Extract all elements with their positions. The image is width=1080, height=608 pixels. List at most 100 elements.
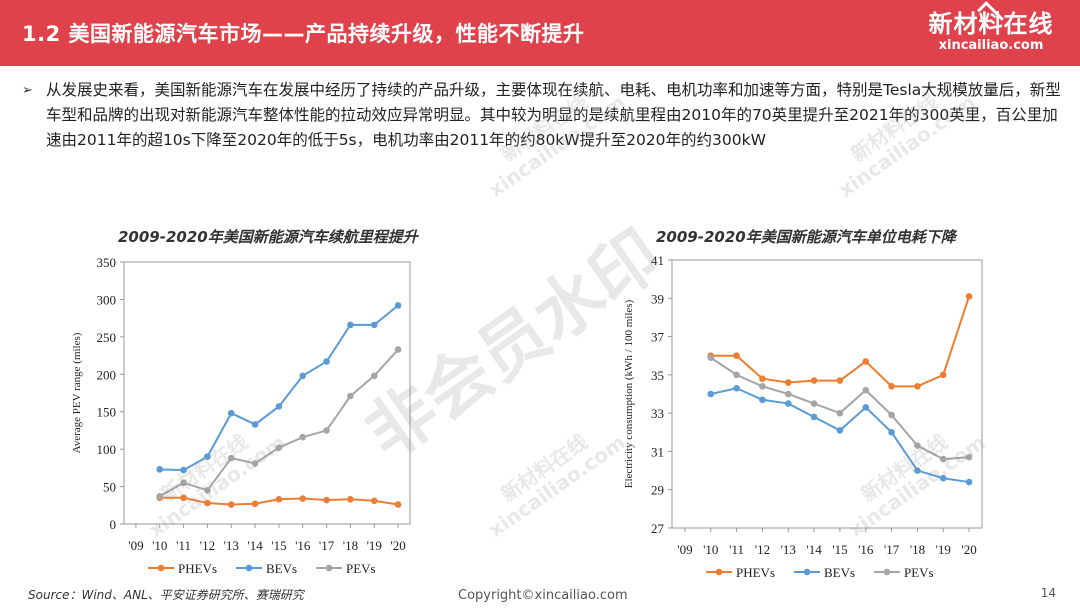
data-point-phevs (204, 499, 211, 507)
y-tick-label: 300 (97, 292, 117, 307)
legend-marker-phevs (715, 568, 723, 576)
watermark-small-4: 新材料在线 xincailiao.com (472, 413, 630, 543)
page-title: 1.2 美国新能源汽车市场——产品持续升级，性能不断提升 (22, 22, 585, 46)
copyright-text: Copyright©xincailiao.com (458, 588, 628, 603)
data-point-phevs (784, 379, 792, 386)
data-point-bevs (784, 400, 792, 407)
x-tick-label: '20 (961, 542, 976, 557)
data-point-bevs (394, 302, 402, 309)
data-point-bevs (862, 404, 870, 411)
series-line-pevs (710, 356, 970, 461)
data-point-pevs (347, 392, 354, 400)
data-point-pevs (180, 479, 187, 487)
series-line-pevs (159, 348, 399, 498)
data-point-phevs (299, 495, 307, 502)
data-point-phevs (888, 383, 895, 390)
legend-label-pevs: PEVs (904, 565, 934, 580)
data-point-bevs (299, 372, 307, 380)
bullet-paragraph: ➢ 从发展史来看，美国新能源汽车在发展中经历了持续的产品升级，主要体现在续航、电… (22, 78, 1062, 153)
data-point-phevs (733, 352, 740, 360)
data-point-phevs (810, 377, 818, 384)
legend-label-phevs: PHEVs (736, 565, 775, 580)
legend-marker-phevs (157, 564, 165, 572)
y-tick-label: 100 (97, 442, 117, 457)
data-point-phevs (836, 377, 844, 384)
legend-marker-bevs (245, 564, 253, 572)
data-point-bevs (707, 390, 715, 398)
data-point-pevs (299, 433, 307, 441)
x-tick-label: '14 (806, 542, 822, 557)
y-tick-label: 41 (651, 253, 664, 268)
data-point-phevs (180, 494, 187, 502)
data-point-bevs (836, 427, 844, 434)
plot-frame (123, 261, 411, 525)
legend-label-phevs: PHEVs (178, 561, 217, 576)
header-bar: 1.2 美国新能源汽车市场——产品持续升级，性能不断提升 新材料在线 xinca… (0, 0, 1080, 66)
x-tick-label: '14 (247, 538, 263, 553)
data-point-pevs (914, 442, 921, 449)
x-tick-label: '11 (176, 538, 191, 553)
data-point-bevs (323, 358, 330, 365)
data-point-bevs (370, 321, 378, 329)
legend-marker-pevs (325, 564, 333, 572)
data-point-phevs (965, 293, 973, 300)
x-tick-label: '13 (224, 538, 239, 553)
data-point-pevs (251, 460, 259, 467)
data-point-pevs (370, 372, 378, 380)
x-tick-label: '20 (390, 538, 405, 553)
y-tick-label: 27 (651, 521, 665, 536)
consumption-chart: 27 29 31 33 35 37 39 41 '09 '10 '11 '12 '13 '14 '15 '16… (623, 253, 983, 580)
y-tick-label: 250 (97, 330, 117, 345)
data-point-bevs (156, 466, 164, 473)
x-tick-label: '16 (858, 542, 874, 557)
data-point-pevs (394, 346, 402, 353)
y-tick-label: 29 (651, 483, 664, 498)
data-point-pevs (275, 444, 283, 451)
range-chart: 0 50 100 150 200 250 300 350 '09 '10 '11 '12 '13 '14 '… (71, 255, 411, 576)
data-point-bevs (759, 396, 766, 404)
data-point-bevs (914, 467, 921, 474)
x-tick-label: '15 (832, 542, 847, 557)
data-point-phevs (394, 501, 402, 508)
x-tick-label: '16 (295, 538, 311, 553)
data-point-phevs (323, 496, 330, 504)
data-point-phevs (227, 501, 235, 508)
chart-title-consumption: 2009-2020年美国新能源汽车单位电耗下降 (656, 228, 956, 246)
data-point-phevs (862, 358, 870, 365)
data-point-bevs (888, 428, 895, 436)
data-point-pevs (227, 454, 235, 462)
data-point-phevs (939, 371, 947, 379)
y-tick-label: 33 (651, 406, 664, 421)
y-tick-label: 31 (651, 444, 664, 459)
legend-marker-pevs (883, 568, 891, 576)
data-point-pevs (939, 455, 947, 463)
y-tick-label: 200 (97, 367, 117, 382)
data-point-phevs (347, 495, 354, 503)
x-tick-label: '12 (755, 542, 770, 557)
plot-frame (671, 259, 983, 529)
data-point-pevs (784, 390, 792, 398)
brand-logo: 新材料在线 xincailiao.com (916, 1, 1066, 62)
data-point-bevs (275, 403, 283, 410)
x-tick-label: '10 (703, 542, 718, 557)
y-axis-label: Electricity consumption (kWh / 100 miles… (623, 299, 635, 488)
bullet-text: 从发展史来看，美国新能源汽车在发展中经历了持续的产品升级，主要体现在续航、电耗、… (46, 81, 1061, 149)
x-tick-label: '09 (128, 538, 143, 553)
y-tick-label: 50 (103, 480, 116, 495)
x-tick-label: '18 (910, 542, 925, 557)
watermark-small-4-en: xincailiao.com (484, 429, 630, 543)
y-tick-label: 150 (97, 405, 117, 420)
y-tick-label: 350 (97, 255, 117, 270)
x-tick-label: '19 (936, 542, 951, 557)
chart-title-range: 2009-2020年美国新能源汽车续航里程提升 (118, 228, 418, 246)
data-point-bevs (347, 321, 354, 329)
logo-cn-text: 新材料在线 (928, 10, 1054, 38)
legend-label-pevs: PEVs (346, 561, 376, 576)
y-tick-label: 37 (651, 330, 665, 345)
y-tick-label: 35 (651, 368, 664, 383)
data-point-bevs (180, 466, 187, 474)
x-tick-label: '12 (200, 538, 215, 553)
data-point-pevs (836, 409, 844, 417)
x-tick-label: '17 (884, 542, 900, 557)
data-point-phevs (914, 383, 921, 390)
